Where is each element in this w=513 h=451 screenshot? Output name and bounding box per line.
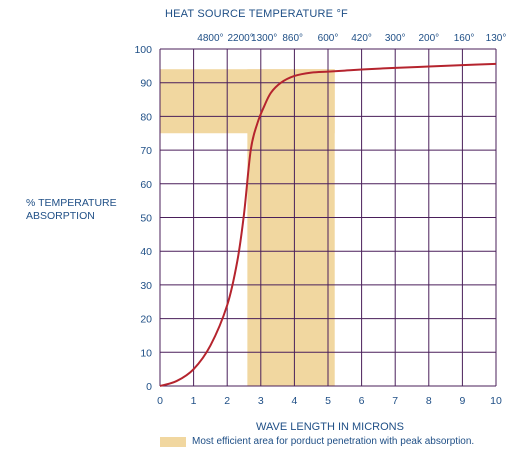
x-tick-label: 5 <box>325 395 331 407</box>
top-axis-title: HEAT SOURCE TEMPERATURE °F <box>165 8 348 20</box>
highlight-region-1 <box>247 69 335 386</box>
top-tick-label: 420° <box>351 33 372 44</box>
x-tick-label: 1 <box>191 395 197 407</box>
top-tick-label: 130° <box>486 33 507 44</box>
y-tick-label: 70 <box>140 145 152 157</box>
top-tick-label: 300° <box>385 33 406 44</box>
x-tick-label: 9 <box>459 395 465 407</box>
top-tick-label: 200° <box>418 33 439 44</box>
top-tick-label: 1300° <box>251 33 277 44</box>
top-tick-label: 2200° <box>228 33 254 44</box>
y-tick-label: 80 <box>140 111 152 123</box>
top-tick-label: 860° <box>282 33 303 44</box>
y-axis-title-line-1: % TEMPERATURE <box>26 197 117 209</box>
legend-text: Most efficient area for porduct penetrat… <box>192 436 475 447</box>
series-line-0 <box>159 62 497 387</box>
top-tick-label: 4800° <box>197 33 223 44</box>
y-tick-label: 60 <box>140 179 152 191</box>
y-tick-label: 30 <box>140 280 152 292</box>
y-tick-label: 40 <box>140 246 152 258</box>
top-tick-label: 160° <box>454 33 475 44</box>
x-tick-label: 0 <box>157 395 163 407</box>
x-tick-label: 8 <box>426 395 432 407</box>
x-axis-title: WAVE LENGTH IN MICRONS <box>256 421 404 433</box>
y-axis-title: % TEMPERATURE ABSORPTION <box>26 197 136 223</box>
legend: Most efficient area for porduct penetrat… <box>160 436 474 447</box>
top-tick-label: 600° <box>318 33 339 44</box>
y-tick-label: 100 <box>134 44 152 56</box>
legend-swatch <box>160 436 186 447</box>
x-tick-label: 10 <box>490 395 502 407</box>
x-tick-label: 2 <box>224 395 230 407</box>
x-tick-label: 6 <box>359 395 365 407</box>
y-tick-label: 20 <box>140 314 152 326</box>
x-tick-label: 3 <box>258 395 264 407</box>
x-tick-label: 4 <box>291 395 297 407</box>
y-tick-label: 50 <box>140 213 152 225</box>
y-tick-label: 90 <box>140 78 152 90</box>
y-tick-label: 0 <box>146 381 152 393</box>
x-tick-label: 7 <box>392 395 398 407</box>
y-tick-label: 10 <box>140 347 152 359</box>
y-axis-title-line-2: ABSORPTION <box>26 210 95 222</box>
